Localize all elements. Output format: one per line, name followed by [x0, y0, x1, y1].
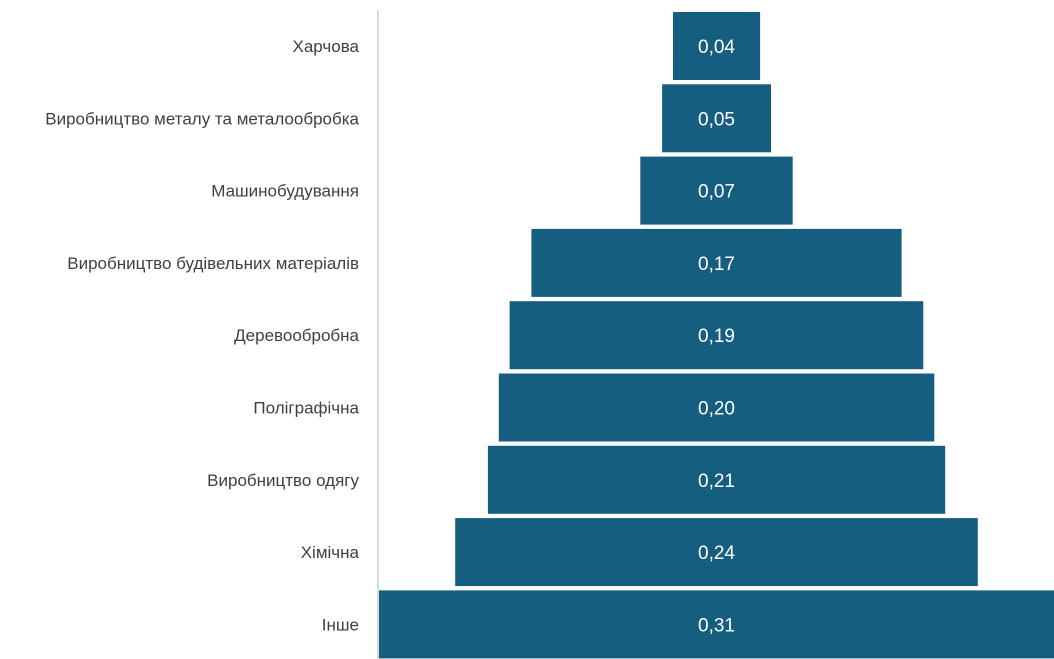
funnel-bar	[531, 228, 902, 297]
bar-value-label: 0,17	[698, 254, 735, 275]
funnel-bar	[379, 590, 1054, 659]
category-label: Хімічна	[301, 543, 360, 562]
category-label: Інше	[322, 615, 359, 634]
category-label: Деревообробна	[234, 326, 359, 345]
funnel-bar	[662, 84, 771, 153]
category-label: Виробництво одягу	[207, 471, 359, 490]
bar-value-label: 0,20	[698, 399, 735, 420]
funnel-bar	[487, 445, 946, 514]
category-label: Харчова	[293, 37, 360, 56]
funnel-bar	[509, 301, 924, 370]
bar-value-label: 0,05	[698, 109, 735, 130]
bar-value-label: 0,24	[698, 543, 735, 564]
bar-value-label: 0,04	[698, 37, 735, 58]
bar-value-label: 0,07	[698, 182, 735, 203]
category-label: Машинобудування	[211, 182, 359, 201]
category-label: Виробництво будівельних матеріалів	[67, 254, 359, 273]
bar-value-label: 0,21	[698, 471, 735, 492]
funnel-bar	[673, 12, 761, 80]
funnel-bar	[640, 156, 793, 225]
labels-group: 0,04 Харчова 0,05 Виробництво металу та мет…	[45, 37, 735, 636]
funnel-bar	[455, 518, 978, 587]
category-label: Поліграфічна	[253, 399, 359, 418]
category-label: Виробництво металу та металообробка	[45, 109, 359, 128]
bar-value-label: 0,19	[698, 326, 735, 347]
bar-value-label: 0,31	[698, 615, 735, 636]
funnel-bar	[498, 373, 935, 442]
bars-group	[379, 12, 1054, 659]
